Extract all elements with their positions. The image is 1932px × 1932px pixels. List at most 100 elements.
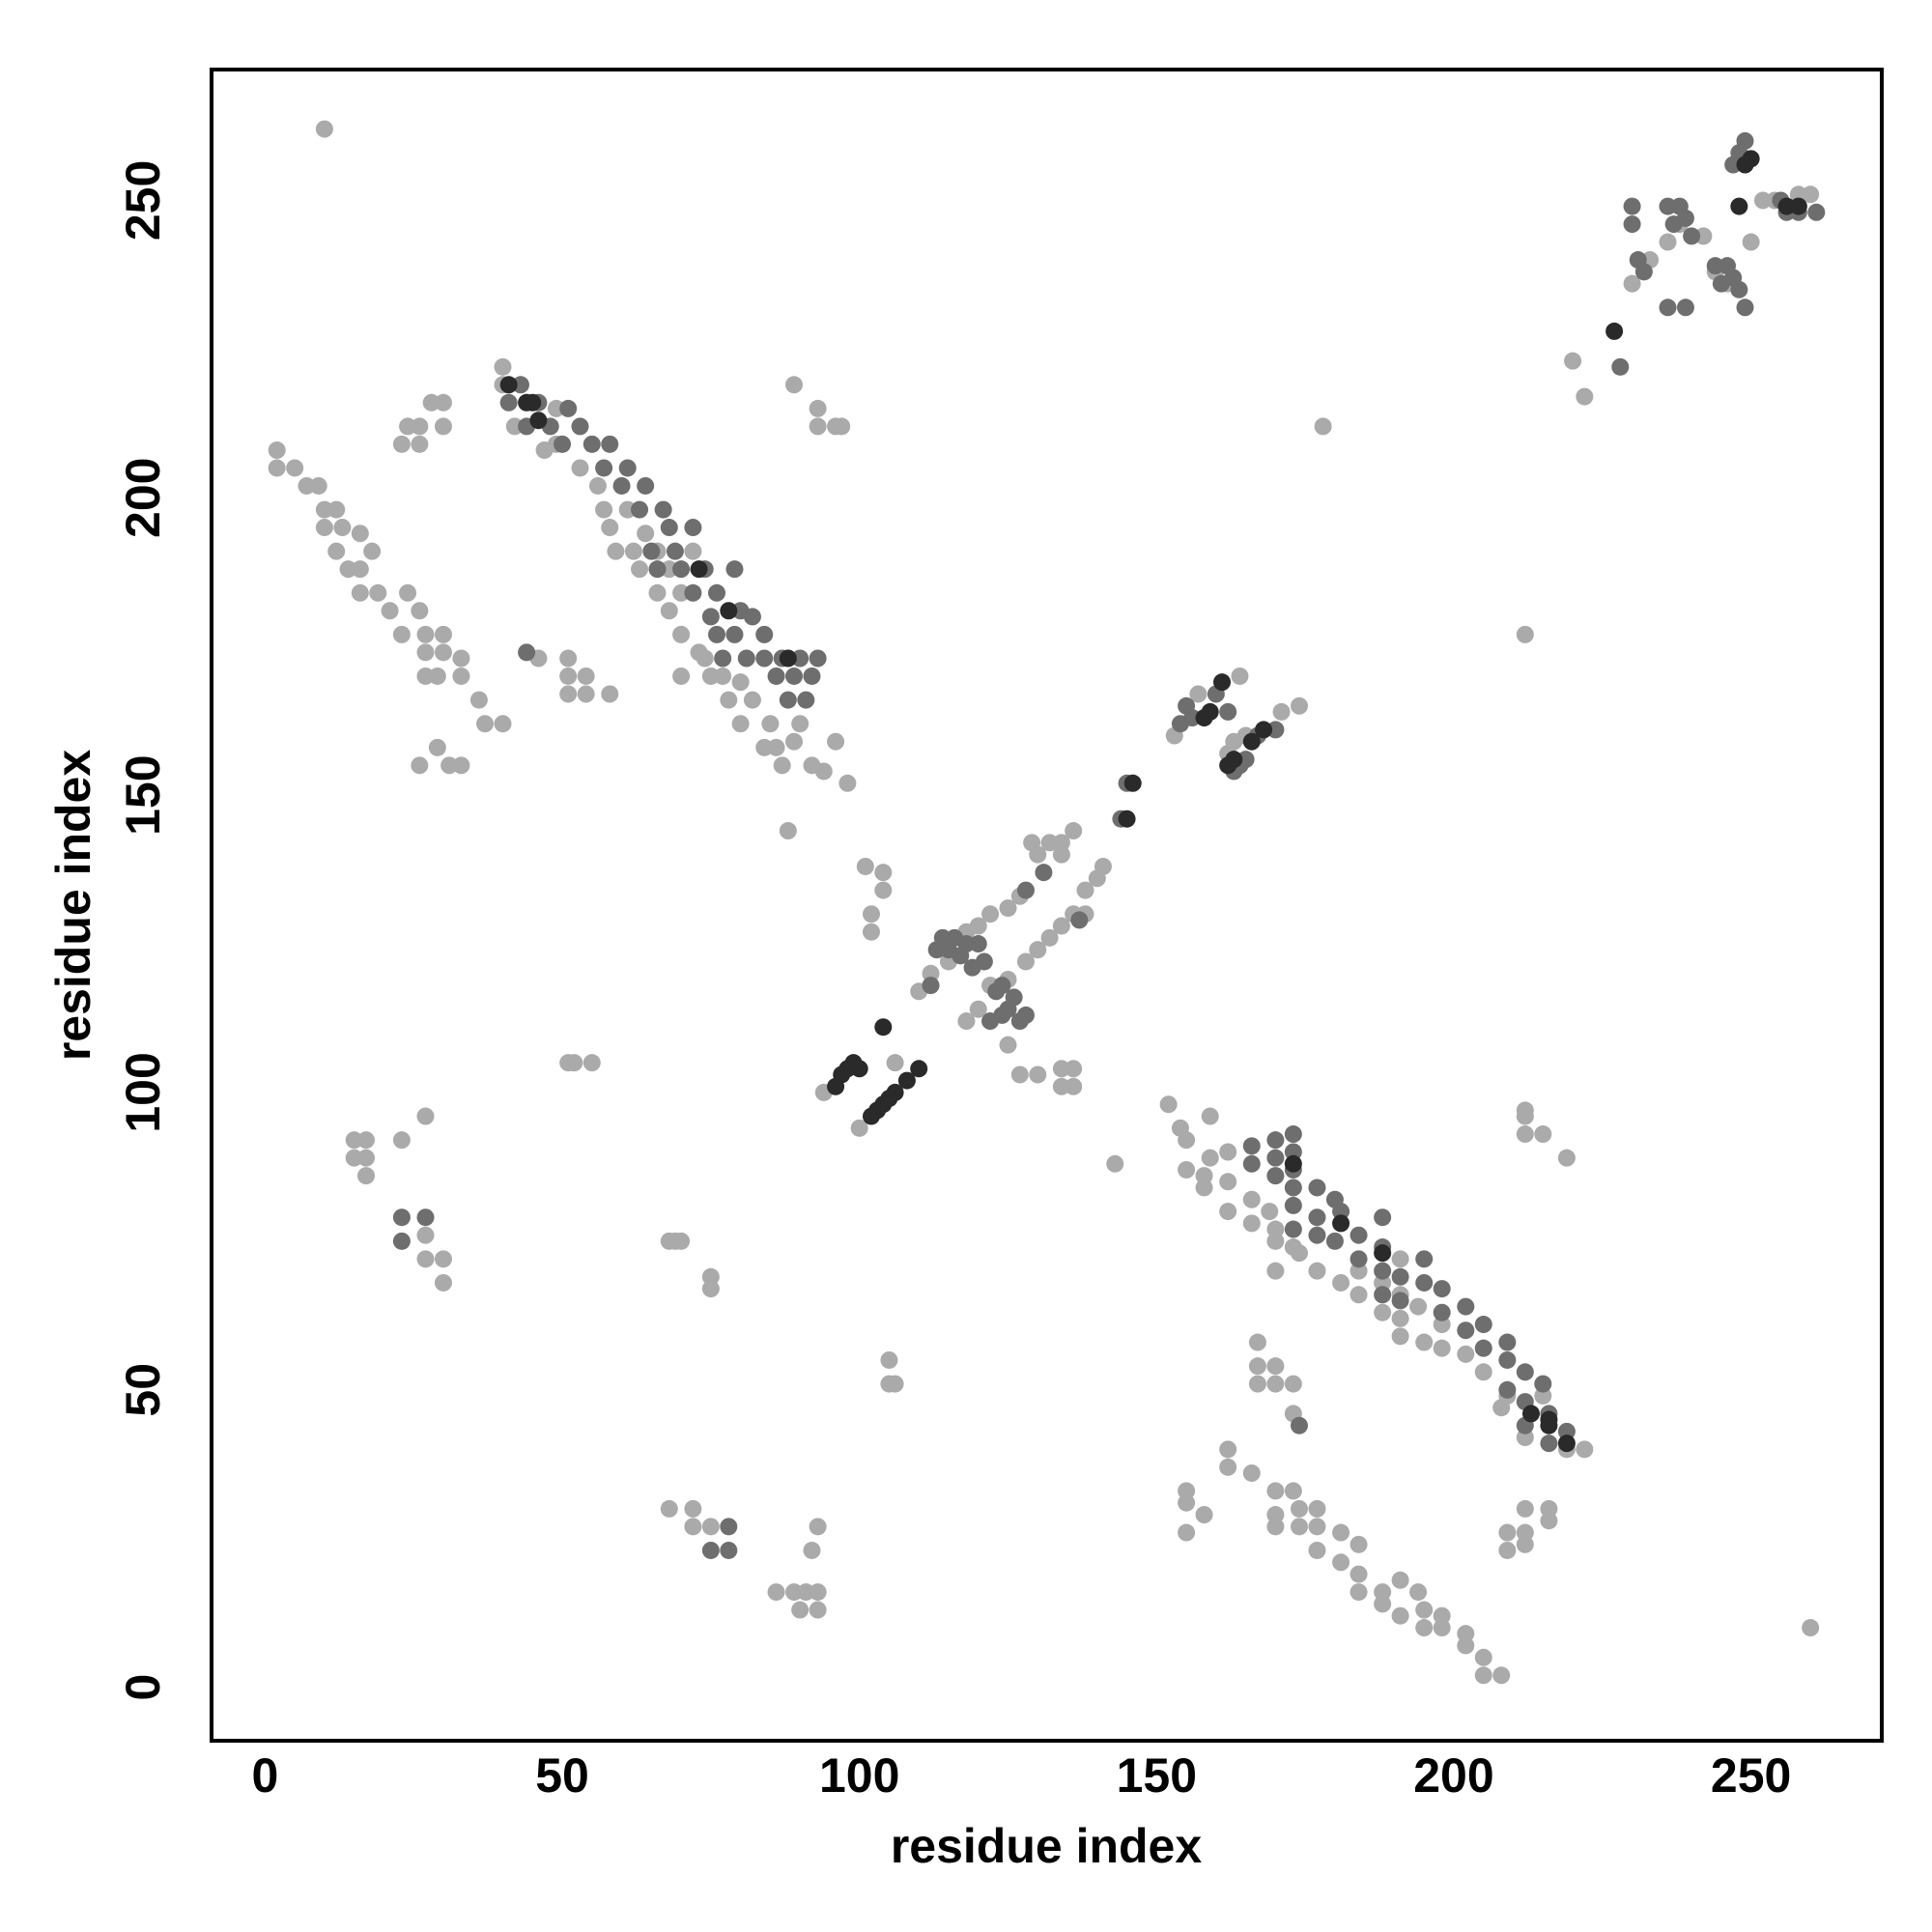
contact-point — [1391, 1250, 1409, 1268]
contact-point — [1457, 1636, 1475, 1655]
contact-point — [1350, 1262, 1368, 1280]
contact-point — [1052, 1060, 1070, 1078]
contact-point — [1623, 215, 1641, 234]
contact-point — [339, 560, 357, 579]
contact-point — [1433, 1339, 1451, 1357]
y-tick-label: 100 — [116, 1052, 170, 1132]
contact-point — [356, 1131, 375, 1150]
contact-point — [803, 667, 821, 685]
contact-point — [1498, 1523, 1517, 1542]
contact-point — [1730, 280, 1748, 298]
contact-point — [1040, 834, 1059, 852]
contact-point — [381, 602, 399, 620]
contact-point — [1605, 322, 1624, 340]
contact-point — [809, 399, 827, 417]
contact-point — [1291, 696, 1309, 715]
contact-point — [434, 643, 452, 662]
contact-point — [1308, 1499, 1326, 1518]
contact-point — [1516, 1535, 1534, 1553]
contact-point — [1634, 263, 1653, 281]
contact-point — [1433, 1606, 1451, 1625]
contact-point — [784, 732, 803, 751]
contact-point — [351, 560, 369, 579]
contact-point — [1219, 1203, 1237, 1221]
contact-point — [1029, 1065, 1047, 1084]
contact-point — [345, 1149, 363, 1167]
contact-point — [582, 1054, 601, 1072]
contact-point — [1266, 1375, 1285, 1393]
contact-point — [1325, 1190, 1344, 1208]
x-tick-label: 250 — [1711, 1748, 1791, 1803]
contact-point — [1070, 911, 1089, 929]
contact-point — [1219, 702, 1237, 721]
contact-point — [434, 1250, 452, 1268]
contact-point — [529, 412, 548, 430]
contact-point — [1534, 1375, 1552, 1393]
contact-point — [1789, 197, 1807, 215]
contact-point — [684, 542, 702, 560]
contact-point — [1248, 1375, 1266, 1393]
contact-point — [1516, 625, 1534, 643]
contact-point — [838, 774, 857, 792]
contact-point — [720, 1541, 738, 1559]
contact-point — [1576, 387, 1594, 406]
contact-point — [1391, 1327, 1409, 1346]
contact-point — [1332, 1273, 1350, 1292]
contact-point — [411, 435, 429, 453]
contact-point — [1123, 774, 1142, 792]
contact-point — [1219, 1173, 1237, 1191]
contact-point — [1498, 1333, 1517, 1351]
contact-point — [862, 923, 880, 941]
contact-point — [1065, 1077, 1083, 1095]
contact-point — [784, 667, 803, 685]
contact-point — [356, 1149, 375, 1167]
contact-point — [1433, 1280, 1451, 1298]
contact-point — [1611, 357, 1630, 376]
contact-point — [1498, 1380, 1517, 1399]
contact-point — [511, 376, 529, 394]
contact-point — [1492, 1666, 1511, 1685]
contact-point — [298, 476, 316, 495]
contact-point — [631, 560, 649, 579]
contact-point — [1374, 1208, 1392, 1227]
contact-point — [809, 417, 827, 436]
contact-point — [886, 1054, 904, 1072]
contact-point — [1474, 1339, 1492, 1357]
contact-point — [1332, 1523, 1350, 1542]
contact-point — [559, 667, 578, 685]
contact-point — [416, 1250, 435, 1268]
contact-point — [773, 756, 791, 775]
contact-point — [1195, 1506, 1213, 1524]
contact-point — [1291, 1518, 1309, 1536]
contact-point — [886, 1083, 904, 1101]
contact-point — [690, 560, 708, 579]
contact-point — [1374, 1303, 1392, 1321]
contact-point — [1284, 1154, 1302, 1173]
contact-point — [1201, 702, 1219, 721]
contact-point — [1248, 1333, 1266, 1351]
contact-point — [1391, 1267, 1409, 1286]
contact-point — [1189, 685, 1208, 703]
contact-point — [1415, 1273, 1434, 1292]
contact-point — [1433, 1316, 1451, 1334]
contact-point — [1576, 1440, 1594, 1459]
contact-point — [1433, 1619, 1451, 1637]
contact-point — [571, 417, 589, 436]
contact-point — [910, 1060, 928, 1078]
contact-point — [1284, 1482, 1302, 1500]
contact-point — [1374, 1262, 1392, 1280]
contact-point — [1409, 1583, 1428, 1602]
contact-point — [660, 602, 678, 620]
contact-point — [874, 1018, 893, 1037]
contact-point — [434, 417, 452, 436]
contact-point — [416, 1226, 435, 1244]
contact-point — [1350, 1286, 1368, 1304]
contact-point — [684, 1499, 702, 1518]
contact-point — [1332, 1553, 1350, 1572]
x-axis-label: residue index — [891, 1819, 1203, 1873]
contact-point — [1255, 721, 1273, 739]
contact-point — [1374, 1595, 1392, 1613]
contact-point — [286, 459, 304, 477]
x-tick-label: 150 — [1117, 1748, 1197, 1803]
contact-point — [1683, 227, 1701, 245]
